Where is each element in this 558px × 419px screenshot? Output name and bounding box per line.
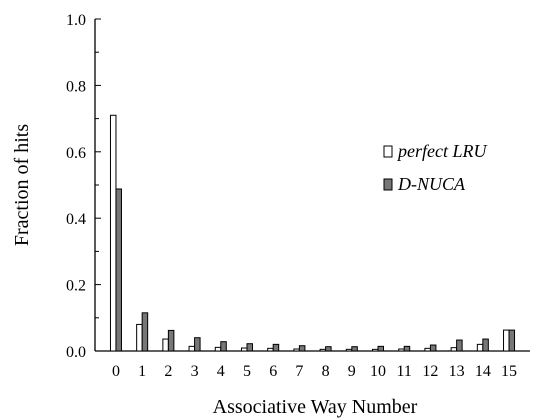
bar-perfect-lru-0: [109, 114, 117, 352]
bar-perfect-lru-7: [293, 348, 300, 352]
legend-label-perfect-lru: perfect LRU: [396, 141, 487, 161]
bar-perfect-lru-8: [319, 348, 327, 352]
x-axis-title: Associative Way Number: [213, 396, 418, 418]
legend-swatch-perfect-lru: [383, 145, 393, 158]
x-tick-label: 9: [348, 363, 356, 380]
x-tick-label: 4: [217, 363, 225, 380]
legend-swatch-d-nuca: [383, 178, 393, 191]
x-tick-label: 5: [243, 363, 251, 380]
x-tick-label: 15: [501, 363, 517, 380]
x-tick-label: 12: [422, 363, 438, 380]
bar-d-nuca-14: [482, 338, 489, 352]
bar-perfect-lru-12: [424, 347, 431, 352]
bar-d-nuca-2: [167, 329, 175, 352]
bar-perfect-lru-1: [136, 323, 143, 352]
bar-d-nuca-4: [220, 341, 227, 352]
y-tick-label: 1.0: [66, 12, 86, 29]
tick-labels: 0.00.20.40.60.81.00 1 2 3 4 5 6 7 8 9 10 11 12 13 14 15: [66, 12, 517, 380]
bar-perfect-lru-15: [503, 329, 510, 352]
x-tick-label: 3: [191, 363, 199, 380]
bars: [109, 114, 516, 352]
bar-d-nuca-9: [351, 346, 358, 352]
bar-perfect-lru-4: [214, 346, 222, 352]
x-tick-label: 2: [164, 363, 172, 380]
x-tick-label: 11: [397, 363, 412, 380]
bar-perfect-lru-13: [450, 347, 458, 352]
bar-perfect-lru-11: [398, 348, 405, 352]
x-tick-label: 14: [475, 363, 491, 380]
bar-perfect-lru-14: [476, 343, 484, 352]
bar-d-nuca-6: [272, 343, 280, 352]
bar-d-nuca-13: [456, 339, 463, 352]
bar-perfect-lru-6: [267, 347, 274, 352]
legend: perfect LRU D-NUCA: [383, 141, 487, 194]
bar-perfect-lru-3: [188, 345, 196, 352]
x-tick-label: 8: [322, 363, 330, 380]
bar-d-nuca-3: [194, 337, 201, 352]
x-tick-label: 6: [269, 363, 277, 380]
y-tick-label: 0.4: [66, 211, 86, 228]
x-tick-label: 10: [370, 363, 386, 380]
bar-perfect-lru-5: [240, 347, 248, 352]
bar-d-nuca-12: [429, 344, 437, 352]
bar-d-nuca-8: [325, 346, 332, 352]
y-tick-label: 0.2: [66, 278, 86, 295]
x-tick-label: 7: [295, 363, 303, 380]
y-tick-label: 0.0: [66, 344, 86, 361]
y-tick-label: 0.6: [66, 145, 86, 162]
bar-d-nuca-5: [246, 343, 253, 352]
bar-d-nuca-1: [141, 312, 149, 352]
bar-perfect-lru-9: [345, 348, 353, 352]
bar-d-nuca-7: [298, 345, 306, 352]
bar-d-nuca-15: [508, 329, 516, 352]
x-tick-label: 1: [138, 363, 146, 380]
bar-perfect-lru-10: [372, 348, 379, 352]
y-axis-title: Fraction of hits: [11, 124, 33, 246]
legend-label-d-nuca: D-NUCA: [397, 174, 466, 194]
bar-d-nuca-0: [115, 188, 122, 352]
bar-d-nuca-10: [377, 345, 385, 352]
x-tick-label: 0: [112, 363, 120, 380]
bar-d-nuca-11: [403, 345, 411, 352]
x-tick-label: 13: [449, 363, 465, 380]
bar-perfect-lru-2: [162, 338, 169, 352]
y-tick-label: 0.8: [66, 78, 86, 95]
